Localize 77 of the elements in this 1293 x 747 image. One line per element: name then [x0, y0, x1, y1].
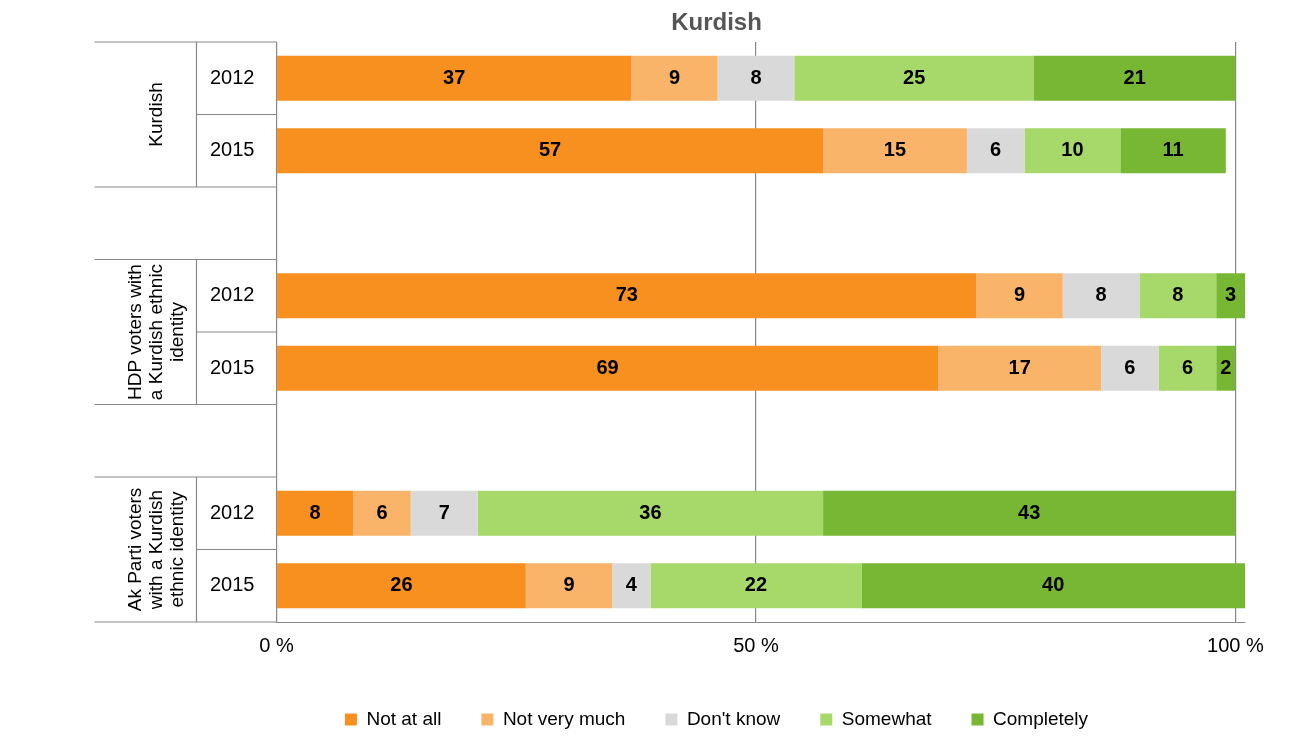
data-label: 69 — [596, 355, 619, 378]
data-label: 6 — [990, 138, 1002, 161]
legend-label: Somewhat — [841, 707, 933, 729]
bar — [277, 490, 354, 536]
bar — [794, 55, 1035, 101]
data-label: 2 — [1220, 355, 1232, 378]
data-label: 37 — [443, 65, 466, 88]
bar — [1101, 345, 1159, 391]
bar — [277, 345, 939, 391]
y-tick-label: 2012 — [209, 283, 255, 306]
y-tick-label: 2012 — [209, 65, 255, 88]
data-label: 8 — [1172, 283, 1184, 306]
bar — [525, 563, 613, 609]
bar — [631, 55, 718, 101]
bar — [717, 55, 795, 101]
data-label: 11 — [1162, 138, 1184, 161]
data-label: 26 — [390, 573, 413, 596]
chart-title: Kurdish — [671, 8, 762, 36]
data-label: 4 — [625, 573, 638, 596]
data-label: 6 — [376, 500, 388, 523]
x-tick-label: 50 % — [733, 633, 779, 656]
bar — [966, 128, 1025, 174]
bar — [410, 490, 478, 536]
x-tick-label: 0 % — [259, 633, 294, 656]
data-label: 10 — [1061, 138, 1084, 161]
bar — [477, 490, 824, 536]
y-tick-label: 2012 — [209, 500, 255, 523]
data-label: 9 — [1014, 283, 1026, 306]
bar — [1062, 273, 1140, 319]
bar — [861, 563, 1245, 609]
y-tick-label: 2015 — [209, 355, 255, 378]
data-label: 8 — [309, 500, 321, 523]
data-label: 9 — [563, 573, 575, 596]
data-label: 7 — [438, 500, 450, 523]
data-label: 36 — [639, 500, 662, 523]
bar — [612, 563, 651, 609]
text: Kurdish — [144, 82, 166, 147]
bar — [1139, 273, 1217, 319]
bar — [1158, 345, 1217, 391]
data-label: 9 — [668, 65, 681, 88]
data-label: 17 — [1008, 355, 1031, 378]
text: Ak Parti voters with a Kurdish ethnic identity — [123, 487, 187, 612]
bar — [277, 55, 632, 101]
data-label: 6 — [1181, 355, 1194, 378]
data-label: 8 — [750, 65, 762, 88]
data-label: 57 — [538, 138, 562, 161]
legend-label: Not at all — [366, 707, 442, 729]
bar — [1120, 128, 1226, 174]
data-label: 25 — [903, 65, 926, 88]
bar — [1024, 128, 1121, 174]
y-tick-label: 2015 — [209, 138, 255, 161]
bar — [938, 345, 1102, 391]
x-tick-label: 100 % — [1207, 633, 1264, 656]
data-label: 8 — [1095, 283, 1107, 306]
data-label: 21 — [1123, 65, 1146, 88]
bar — [277, 128, 824, 174]
data-label: 3 — [1225, 283, 1237, 306]
y-tick-label: 2015 — [209, 573, 255, 596]
bar — [823, 490, 1236, 536]
legend-label: Don't know — [686, 707, 781, 729]
legend-label: Not very much — [502, 707, 626, 729]
bar — [650, 563, 862, 609]
text: HDP voters with a Kurdish ethnic identity — [123, 263, 187, 401]
data-label: 22 — [744, 573, 768, 596]
bar — [976, 273, 1063, 319]
bar — [277, 563, 526, 609]
bar — [353, 490, 411, 536]
bar — [1034, 55, 1236, 101]
data-label: 6 — [1124, 355, 1136, 378]
data-label: 15 — [883, 138, 907, 161]
bar — [277, 273, 977, 319]
bar — [1216, 273, 1245, 319]
data-label: 43 — [1018, 500, 1041, 523]
data-label: 40 — [1042, 573, 1065, 596]
data-label: 73 — [615, 283, 638, 306]
bar — [823, 128, 967, 174]
legend-label: Completely — [993, 707, 1089, 729]
